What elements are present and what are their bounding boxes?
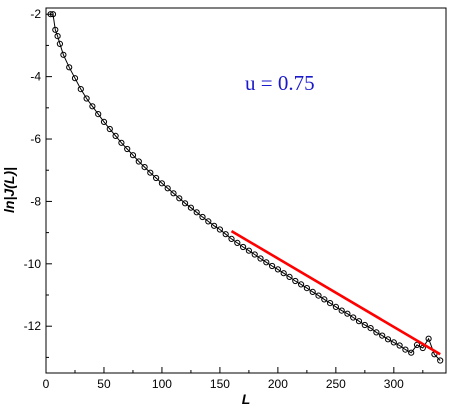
data-point	[89, 103, 96, 110]
data-point	[106, 125, 113, 133]
x-tick-label: 100	[152, 377, 172, 391]
data-point	[83, 95, 90, 102]
data-point	[176, 195, 183, 202]
data-point	[222, 231, 229, 238]
x-tick-label: 150	[210, 377, 230, 391]
data-point	[170, 190, 177, 197]
x-tick-label: 300	[384, 377, 404, 391]
y-tick-label: -8	[30, 194, 41, 208]
data-point	[309, 288, 316, 295]
data-point	[240, 243, 247, 251]
data-point	[373, 329, 380, 336]
data-point	[153, 174, 160, 182]
data-point	[234, 239, 241, 246]
annotation-label: u = 0.75	[245, 71, 315, 95]
data-point	[408, 349, 415, 356]
data-point	[361, 321, 368, 329]
data-point	[100, 118, 108, 126]
data-point	[60, 51, 67, 58]
data-point	[211, 222, 218, 229]
data-point	[54, 33, 61, 40]
data-point	[71, 75, 79, 82]
x-tick-label: 200	[268, 377, 288, 391]
data-point	[56, 40, 64, 48]
data-point	[269, 262, 276, 270]
y-tick-label: -10	[24, 257, 42, 271]
plot-frame	[45, 7, 447, 374]
y-tick-label: -6	[30, 132, 41, 146]
data-point	[344, 310, 351, 317]
data-point	[292, 277, 299, 285]
data-point	[112, 132, 119, 139]
data-point	[315, 292, 322, 299]
data-point	[135, 158, 142, 165]
data-point	[193, 209, 200, 216]
y-tick-label: -4	[30, 70, 41, 84]
data-point	[402, 346, 409, 353]
data-point	[141, 164, 148, 171]
x-tick-label: 250	[326, 377, 346, 391]
data-point	[384, 336, 392, 343]
data-point	[274, 266, 281, 273]
data-point	[158, 180, 165, 187]
data-point	[187, 204, 194, 211]
data-point	[257, 255, 264, 262]
data-point	[355, 318, 363, 325]
data-point	[251, 251, 258, 258]
data-point	[66, 64, 73, 71]
fit-line	[230, 229, 441, 356]
data-point	[228, 235, 235, 242]
data-point	[182, 200, 189, 207]
data-point	[425, 335, 432, 342]
data-point	[245, 247, 252, 254]
data-point	[437, 357, 444, 364]
data-point	[303, 285, 310, 292]
data-point	[205, 218, 212, 225]
data-point	[332, 303, 339, 310]
data-point	[263, 259, 270, 266]
data-point	[118, 139, 125, 146]
data-point	[396, 342, 403, 349]
series-line	[50, 13, 441, 361]
data-point	[199, 213, 206, 221]
data-point	[77, 86, 84, 93]
data-point	[280, 270, 287, 277]
y-tick-label: -12	[24, 319, 42, 333]
x-tick-label: 50	[97, 377, 111, 391]
data-point	[327, 300, 334, 307]
data-point	[338, 307, 345, 314]
data-point	[286, 273, 293, 280]
data-point	[124, 145, 131, 153]
data-point	[413, 341, 421, 348]
x-axis-title: L	[242, 391, 251, 407]
data-point	[390, 339, 397, 346]
data-point	[350, 314, 357, 321]
data-point	[129, 152, 137, 159]
x-tick-label: 0	[43, 377, 50, 391]
y-tick-label: -2	[30, 7, 41, 21]
data-point	[321, 296, 328, 303]
y-axis-title: ln|J(L)|	[1, 167, 17, 213]
data-point	[147, 169, 154, 176]
data-point	[164, 185, 171, 192]
data-point	[367, 325, 374, 332]
data-point	[379, 332, 386, 339]
data-point	[298, 281, 305, 288]
data-point	[216, 226, 223, 233]
data-point	[52, 26, 59, 33]
data-point	[95, 111, 102, 118]
